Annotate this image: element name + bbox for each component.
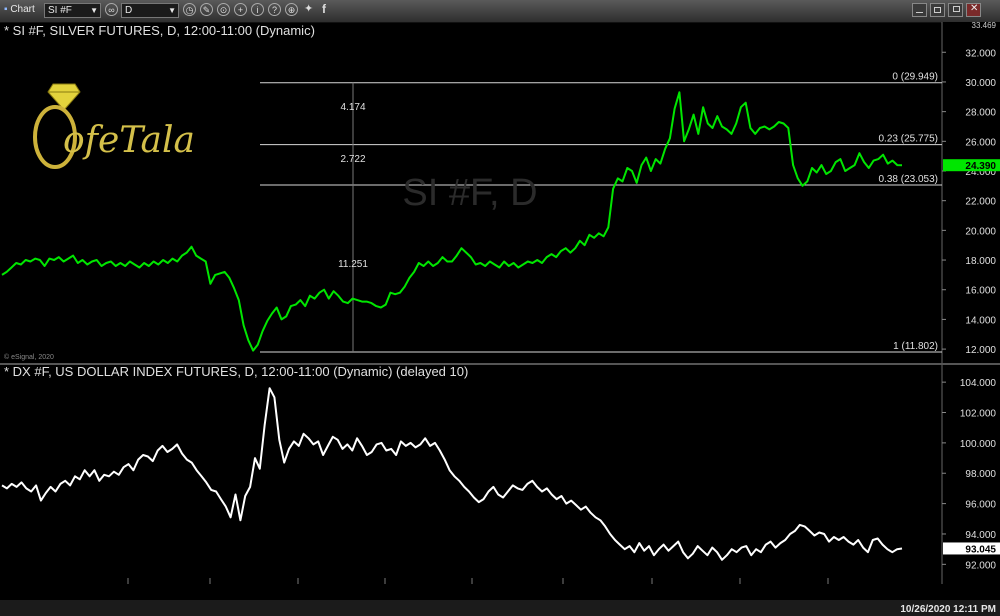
fib-level-label: 0 (29.949): [892, 72, 938, 83]
zoom-in-icon[interactable]: +: [234, 3, 247, 16]
fibonacci-levels: 0 (29.949) 0.23 (25.775) 0.38 (23.053) 1 (1…: [260, 72, 942, 353]
fib-annotation: 11.251: [338, 259, 368, 270]
status-datetime: 10/26/2020 12:11 PM: [900, 604, 996, 615]
twitter-icon[interactable]: ✦: [304, 3, 314, 15]
series-layer: [1, 91, 903, 561]
help-icon[interactable]: ?: [268, 3, 281, 16]
window-title: ▪ Chart: [4, 4, 35, 15]
link-icon[interactable]: ∞: [105, 3, 118, 16]
y-tick-label: 32.000: [965, 48, 996, 59]
interval-input[interactable]: D ▼: [121, 3, 179, 18]
y-tick-label: 24.000: [965, 167, 996, 178]
fib-level-label: 1 (11.802): [893, 341, 938, 352]
y-tick-label: 26.000: [965, 137, 996, 148]
logo: ofeTala: [33, 83, 195, 169]
axes-layer: 12.000 14.000 16.000 18.000 20.000 22.000 24.0…: [0, 22, 1000, 584]
fib-annotation: 4.174: [340, 102, 365, 113]
y-tick-label: 92.000: [965, 560, 996, 571]
copyright-text: © eSignal, 2020: [4, 353, 54, 361]
fib-level-label: 0.23 (25.775): [879, 134, 939, 145]
y-tick-label: 104.000: [960, 378, 997, 389]
symbol-input[interactable]: SI #F ▼: [44, 3, 101, 18]
y-tick-label: 22.000: [965, 197, 996, 208]
y-tick-label: 102.000: [960, 409, 997, 420]
y-tick-label: 16.000: [965, 286, 996, 297]
chart-area[interactable]: 12.000 14.000 16.000 18.000 20.000 22.000 24.0…: [0, 22, 1000, 616]
fib-level-label: 0.38 (23.053): [879, 174, 939, 185]
info-icon[interactable]: i: [251, 3, 264, 16]
symbol-dropdown-arrow-icon[interactable]: ▼: [90, 6, 98, 15]
close-button[interactable]: ✕: [966, 3, 981, 17]
y-tick-label: 98.000: [965, 469, 996, 480]
silver-last-price-label: 24.390: [965, 161, 996, 172]
dollar-last-price-box: [943, 542, 1000, 555]
dollar-last-price-label: 93.045: [965, 544, 996, 555]
y-tick-label: 20.000: [965, 226, 996, 237]
y-top-value: 33.469: [972, 22, 997, 30]
y-tick-label: 94.000: [965, 530, 996, 541]
watermark-text: SI #F, D: [402, 172, 537, 214]
dollar-price-line[interactable]: [1, 387, 903, 561]
ring-icon: [33, 105, 77, 169]
dollar-chart-title: * DX #F, US DOLLAR INDEX FUTURES, D, 12:…: [4, 364, 468, 379]
y-tick-label: 18.000: [965, 256, 996, 267]
y-tick-label: 30.000: [965, 78, 996, 89]
logo-text: ofeTala: [63, 120, 195, 161]
target-icon[interactable]: ⊙: [217, 3, 230, 16]
interval-icon[interactable]: ◷: [183, 3, 196, 16]
silver-last-price-box: [943, 159, 1000, 172]
silver-price-line[interactable]: [1, 91, 903, 352]
restore-button[interactable]: [948, 3, 963, 17]
price-axis: [942, 22, 1000, 584]
y-tick-label: 14.000: [965, 315, 996, 326]
y-tick-label: 96.000: [965, 500, 996, 511]
draw-icon[interactable]: ✎: [200, 3, 213, 16]
chart-window-icon: ▪: [4, 4, 8, 15]
y-tick-label: 12.000: [965, 345, 996, 356]
diamond-icon: [47, 83, 81, 111]
facebook-icon[interactable]: f: [322, 2, 326, 16]
fib-annotation: 2.722: [340, 154, 365, 165]
maximize-button[interactable]: [930, 3, 945, 17]
silver-chart-title: * SI #F, SILVER FUTURES, D, 12:00-11:00 …: [4, 23, 315, 38]
interval-dropdown-arrow-icon[interactable]: ▼: [168, 6, 176, 15]
status-bar: [0, 600, 1000, 616]
y-tick-label: 100.000: [960, 439, 997, 450]
minimize-button[interactable]: [912, 3, 927, 17]
globe-icon[interactable]: ⊕: [285, 3, 298, 16]
close-icon: ✕: [970, 3, 979, 14]
y-tick-label: 28.000: [965, 108, 996, 119]
chart-toolbar: ▪ Chart SI #F ▼ ∞ D ▼ ◷ ✎ ⊙ + i ? ⊕ ✦ f …: [0, 0, 1000, 23]
